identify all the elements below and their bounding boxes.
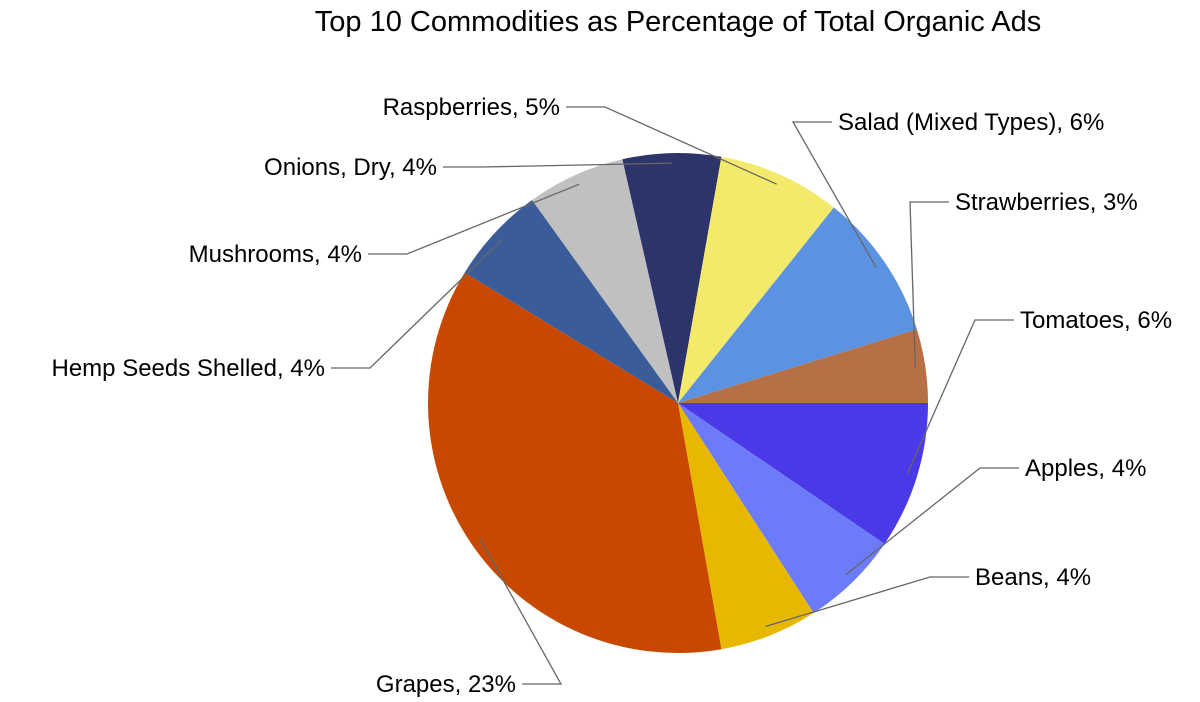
pie-slice-salad-mixed-types	[678, 207, 917, 403]
slice-label-hemp-seeds-shelled: Hemp Seeds Shelled, 4%	[52, 355, 326, 382]
slice-labels: Tomatoes, 6% Apples, 4% Beans, 4% Grapes, 2…	[52, 94, 1173, 698]
pie-slice-raspberries	[678, 156, 834, 403]
pie-slice-hemp-seeds-shelled	[464, 200, 678, 403]
pie-slice-grapes	[428, 272, 722, 653]
leader-line-mushrooms	[368, 183, 580, 255]
pie-slice-mushrooms	[532, 159, 678, 403]
slice-label-raspberries: Raspberries, 5%	[383, 94, 560, 121]
leader-line-grapes	[479, 537, 563, 685]
leader-line-raspberries	[566, 106, 777, 185]
slice-label-strawberries: Strawberries, 3%	[955, 189, 1138, 216]
pie-slice-tomatoes	[678, 403, 928, 544]
slice-label-beans: Beans, 4%	[975, 564, 1091, 591]
leader-line-hemp-seeds-shelled	[331, 239, 503, 369]
chart-title: Top 10 Commodities as Percentage of Tota…	[314, 6, 1042, 38]
leader-line-strawberries	[909, 201, 949, 368]
pie-slice-onions-dry	[622, 153, 722, 403]
leader-line-onions-dry	[443, 162, 673, 168]
leader-line-salad-mixed-types	[791, 121, 877, 269]
slice-label-grapes: Grapes, 23%	[376, 671, 516, 698]
pie-slice-apples	[678, 403, 885, 614]
leader-line-beans	[765, 576, 969, 628]
slice-label-tomatoes: Tomatoes, 6%	[1020, 307, 1172, 334]
leader-line-tomatoes	[906, 319, 1014, 474]
slice-label-salad-mixed-types: Salad (Mixed Types), 6%	[838, 109, 1104, 136]
slice-label-apples: Apples, 4%	[1025, 455, 1146, 482]
pie-slice-strawberries	[678, 329, 928, 403]
leader-line-apples	[845, 467, 1019, 576]
slice-label-mushrooms: Mushrooms, 4%	[189, 241, 362, 268]
pie-slice-beans	[678, 403, 814, 650]
pie-slices	[428, 153, 928, 653]
leader-lines	[331, 106, 1019, 685]
slice-label-onions-dry: Onions, Dry, 4%	[264, 154, 437, 181]
